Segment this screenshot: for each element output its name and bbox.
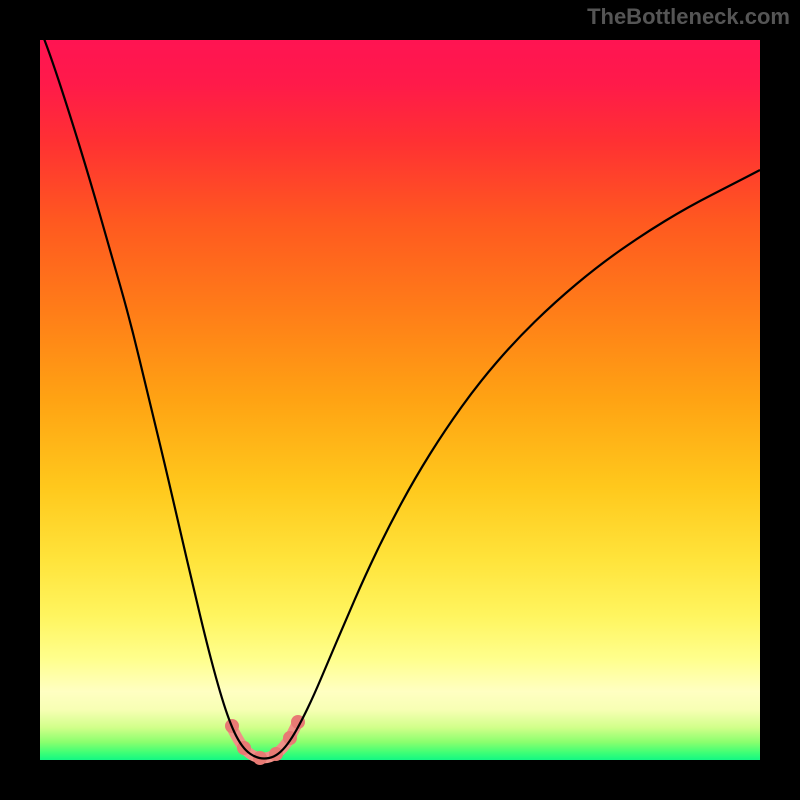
watermark-text: TheBottleneck.com	[587, 4, 790, 30]
gradient-background	[40, 40, 760, 760]
bottleneck-curve-chart	[0, 0, 800, 800]
chart-container: TheBottleneck.com	[0, 0, 800, 800]
